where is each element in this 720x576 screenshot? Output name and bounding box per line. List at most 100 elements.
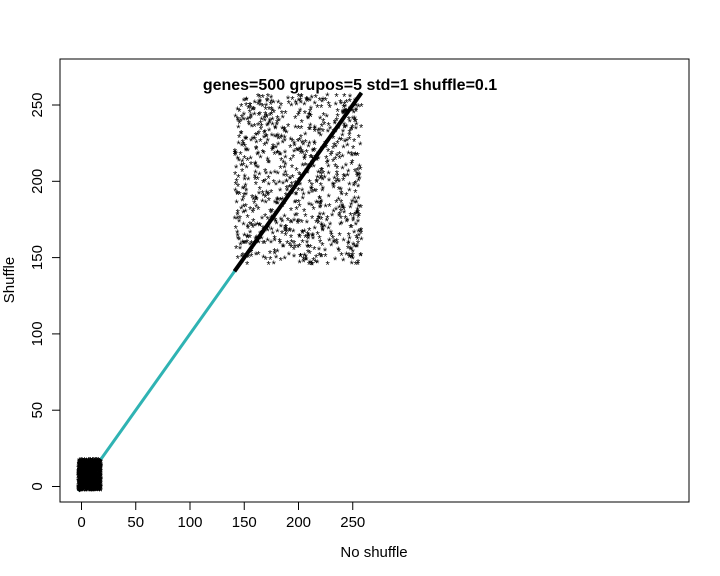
scatter-point: * xyxy=(79,467,84,479)
scatter-point: * xyxy=(304,252,309,264)
scatter-point: * xyxy=(239,129,244,141)
scatter-point: * xyxy=(258,137,263,149)
scatter-point: * xyxy=(93,476,98,488)
scatter-point: * xyxy=(93,483,98,495)
scatter-point: * xyxy=(326,162,331,174)
scatter-point: * xyxy=(316,199,321,211)
x-axis: 0 50 100 150 200 250 xyxy=(77,501,365,531)
scatter-point: * xyxy=(87,475,92,487)
scatter-point: * xyxy=(88,457,93,469)
scatter-point: * xyxy=(318,126,323,138)
scatter-point: * xyxy=(93,478,98,490)
scatter-point: * xyxy=(92,457,97,469)
scatter-point: * xyxy=(91,484,96,496)
scatter-point: * xyxy=(297,216,302,228)
scatter-point: * xyxy=(92,470,97,482)
scatter-point: * xyxy=(313,140,318,152)
scatter-point: * xyxy=(95,472,100,484)
scatter-point: * xyxy=(87,475,92,487)
scatter-point: * xyxy=(356,151,361,163)
scatter-point: * xyxy=(287,250,292,262)
scatter-point: * xyxy=(88,459,93,471)
scatter-point: * xyxy=(95,473,100,485)
scatter-point: * xyxy=(91,478,96,490)
scatter-point: * xyxy=(83,470,88,482)
scatter-point: * xyxy=(334,142,339,154)
scatter-point: * xyxy=(80,464,85,476)
scatter-point: * xyxy=(299,98,304,110)
scatter-point: * xyxy=(94,456,99,468)
scatter-point: * xyxy=(82,471,87,483)
scatter-point: * xyxy=(354,259,359,271)
scatter-point: * xyxy=(354,105,359,117)
scatter-point: * xyxy=(302,153,307,165)
scatter-point: * xyxy=(83,457,88,469)
scatter-point: * xyxy=(78,472,83,484)
scatter-point: * xyxy=(97,461,102,473)
scatter-point: * xyxy=(93,486,98,498)
scatter-point: * xyxy=(89,473,94,485)
scatter-point: * xyxy=(304,148,309,160)
scatter-point: * xyxy=(241,138,246,150)
scatter-point: * xyxy=(88,473,93,485)
scatter-point: * xyxy=(312,245,317,257)
scatter-point: * xyxy=(275,117,280,129)
scatter-point: * xyxy=(91,475,96,487)
scatter-point: * xyxy=(281,158,286,170)
scatter-point: * xyxy=(87,465,92,477)
scatter-point: * xyxy=(297,258,302,270)
scatter-point: * xyxy=(83,461,88,473)
scatter-point: * xyxy=(270,145,275,157)
scatter-point: * xyxy=(356,217,361,229)
scatter-point: * xyxy=(239,161,244,173)
scatter-point: * xyxy=(86,478,91,490)
scatter-point: * xyxy=(94,485,99,497)
scatter-point: * xyxy=(323,246,328,258)
scatter-point: * xyxy=(290,95,295,107)
scatter-point: * xyxy=(306,113,311,125)
scatter-point: * xyxy=(96,480,101,492)
scatter-point: * xyxy=(282,171,287,183)
scatter-point: * xyxy=(349,245,354,257)
scatter-point: * xyxy=(84,458,89,470)
scatter-point: * xyxy=(98,461,103,473)
scatter-point: * xyxy=(79,459,84,471)
scatter-point: * xyxy=(357,174,362,186)
scatter-point: * xyxy=(83,479,88,491)
scatter-point: * xyxy=(87,475,92,487)
scatter-point: * xyxy=(77,466,82,478)
x-tick-label: 250 xyxy=(340,514,365,531)
scatter-point: * xyxy=(235,214,240,226)
scatter-point: * xyxy=(274,180,279,192)
scatter-point: * xyxy=(81,468,86,480)
scatter-point: * xyxy=(88,476,93,488)
scatter-point: * xyxy=(355,169,360,181)
scatter-point: * xyxy=(93,483,98,495)
scatter-point: * xyxy=(96,474,101,486)
scatter-point: * xyxy=(79,467,84,479)
scatter-point: * xyxy=(254,162,259,174)
scatter-point: * xyxy=(302,154,307,166)
scatter-point: * xyxy=(287,183,292,195)
scatter-point: * xyxy=(352,228,357,240)
scatter-point: * xyxy=(93,485,98,497)
scatter-point: * xyxy=(240,196,245,208)
scatter-point: * xyxy=(90,484,95,496)
scatter-point: * xyxy=(297,232,302,244)
scatter-point: * xyxy=(333,117,338,129)
scatter-point: * xyxy=(321,226,326,238)
scatter-point: * xyxy=(91,460,96,472)
scatter-point: * xyxy=(81,457,86,469)
scatter-point: * xyxy=(78,459,83,471)
scatter-point: * xyxy=(88,486,93,498)
scatter-point: * xyxy=(278,164,283,176)
scatter-point: * xyxy=(283,136,288,148)
scatter-point: * xyxy=(79,463,84,475)
scatter-point: * xyxy=(77,459,82,471)
scatter-point: * xyxy=(241,194,246,206)
scatter-point: * xyxy=(81,465,86,477)
scatter-point: * xyxy=(310,214,315,226)
scatter-point: * xyxy=(335,239,340,251)
scatter-point: * xyxy=(262,141,267,153)
scatter-point: * xyxy=(79,463,84,475)
